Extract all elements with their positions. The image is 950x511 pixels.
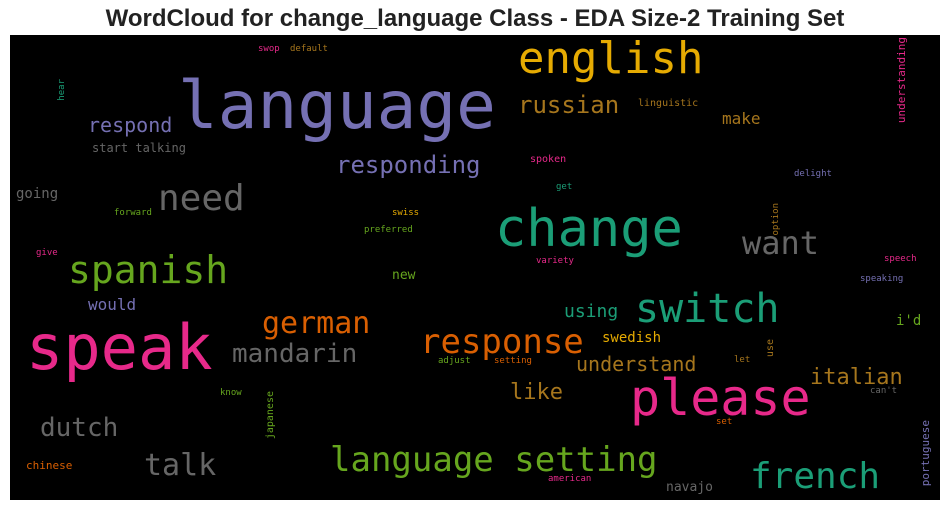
word-italian: italian — [810, 365, 903, 390]
word-i-d: i'd — [896, 313, 922, 329]
word-speaking: speaking — [860, 274, 904, 284]
word-option: option — [771, 203, 781, 236]
word-chinese: chinese — [26, 459, 73, 472]
word-like: like — [510, 380, 563, 405]
word-start-talking: start talking — [92, 141, 186, 155]
word-japanese: japanese — [265, 391, 276, 440]
word-let: let — [734, 355, 751, 365]
word-know: know — [220, 388, 242, 398]
word-talk: talk — [144, 448, 217, 483]
word-speak: speak — [26, 311, 213, 384]
word-responding: responding — [336, 151, 481, 179]
word-language: language — [178, 67, 496, 144]
word-give: give — [36, 248, 58, 258]
word-set: set — [716, 417, 733, 427]
word-going: going — [16, 186, 59, 202]
word-want: want — [742, 224, 820, 262]
word-forward: forward — [114, 208, 152, 218]
word-navajo: navajo — [666, 480, 713, 495]
word-adjust: adjust — [438, 356, 471, 366]
word-linguistic: linguistic — [638, 98, 699, 109]
word-change: change — [495, 199, 683, 259]
word-swedish: swedish — [602, 330, 662, 346]
word-language-setting: language setting — [330, 440, 658, 480]
chart-title: WordCloud for change_language Class - ED… — [105, 5, 845, 32]
word-understanding: understanding — [895, 37, 908, 124]
word-german: german — [262, 306, 371, 341]
word-preferred: preferred — [364, 225, 413, 235]
word-speech: speech — [884, 254, 917, 264]
word-setting: setting — [494, 356, 532, 366]
word-dutch: dutch — [40, 413, 119, 443]
word-need: need — [158, 178, 245, 219]
word-understand: understand — [576, 352, 697, 376]
word-use: use — [765, 339, 776, 358]
word-get: get — [556, 182, 573, 192]
word-please: please — [630, 369, 811, 427]
wordcloud-canvas: language speak change please english switch sp… — [10, 35, 940, 500]
word-respond: respond — [88, 113, 173, 137]
word-swop: swop — [258, 44, 280, 54]
word-spoken: spoken — [530, 154, 567, 165]
word-american: american — [548, 474, 592, 484]
word-russian: russian — [518, 91, 620, 119]
word-new: new — [392, 268, 416, 283]
word-swiss: swiss — [392, 208, 420, 218]
word-delight: delight — [794, 169, 832, 179]
word-switch: switch — [635, 286, 780, 332]
word-using: using — [564, 301, 619, 322]
word-default: default — [290, 44, 328, 54]
word-would: would — [88, 295, 137, 314]
word-spanish: spanish — [68, 248, 229, 292]
word-portuguese: portuguese — [919, 420, 932, 487]
word-make: make — [722, 109, 761, 128]
word-mandarin: mandarin — [232, 339, 358, 369]
word-response: response — [420, 322, 584, 362]
word-french: french — [750, 456, 881, 497]
word-variety: variety — [536, 256, 574, 266]
word-can-t: can't — [870, 386, 898, 396]
word-english: english — [518, 35, 704, 84]
word-hear: hear — [57, 79, 67, 101]
